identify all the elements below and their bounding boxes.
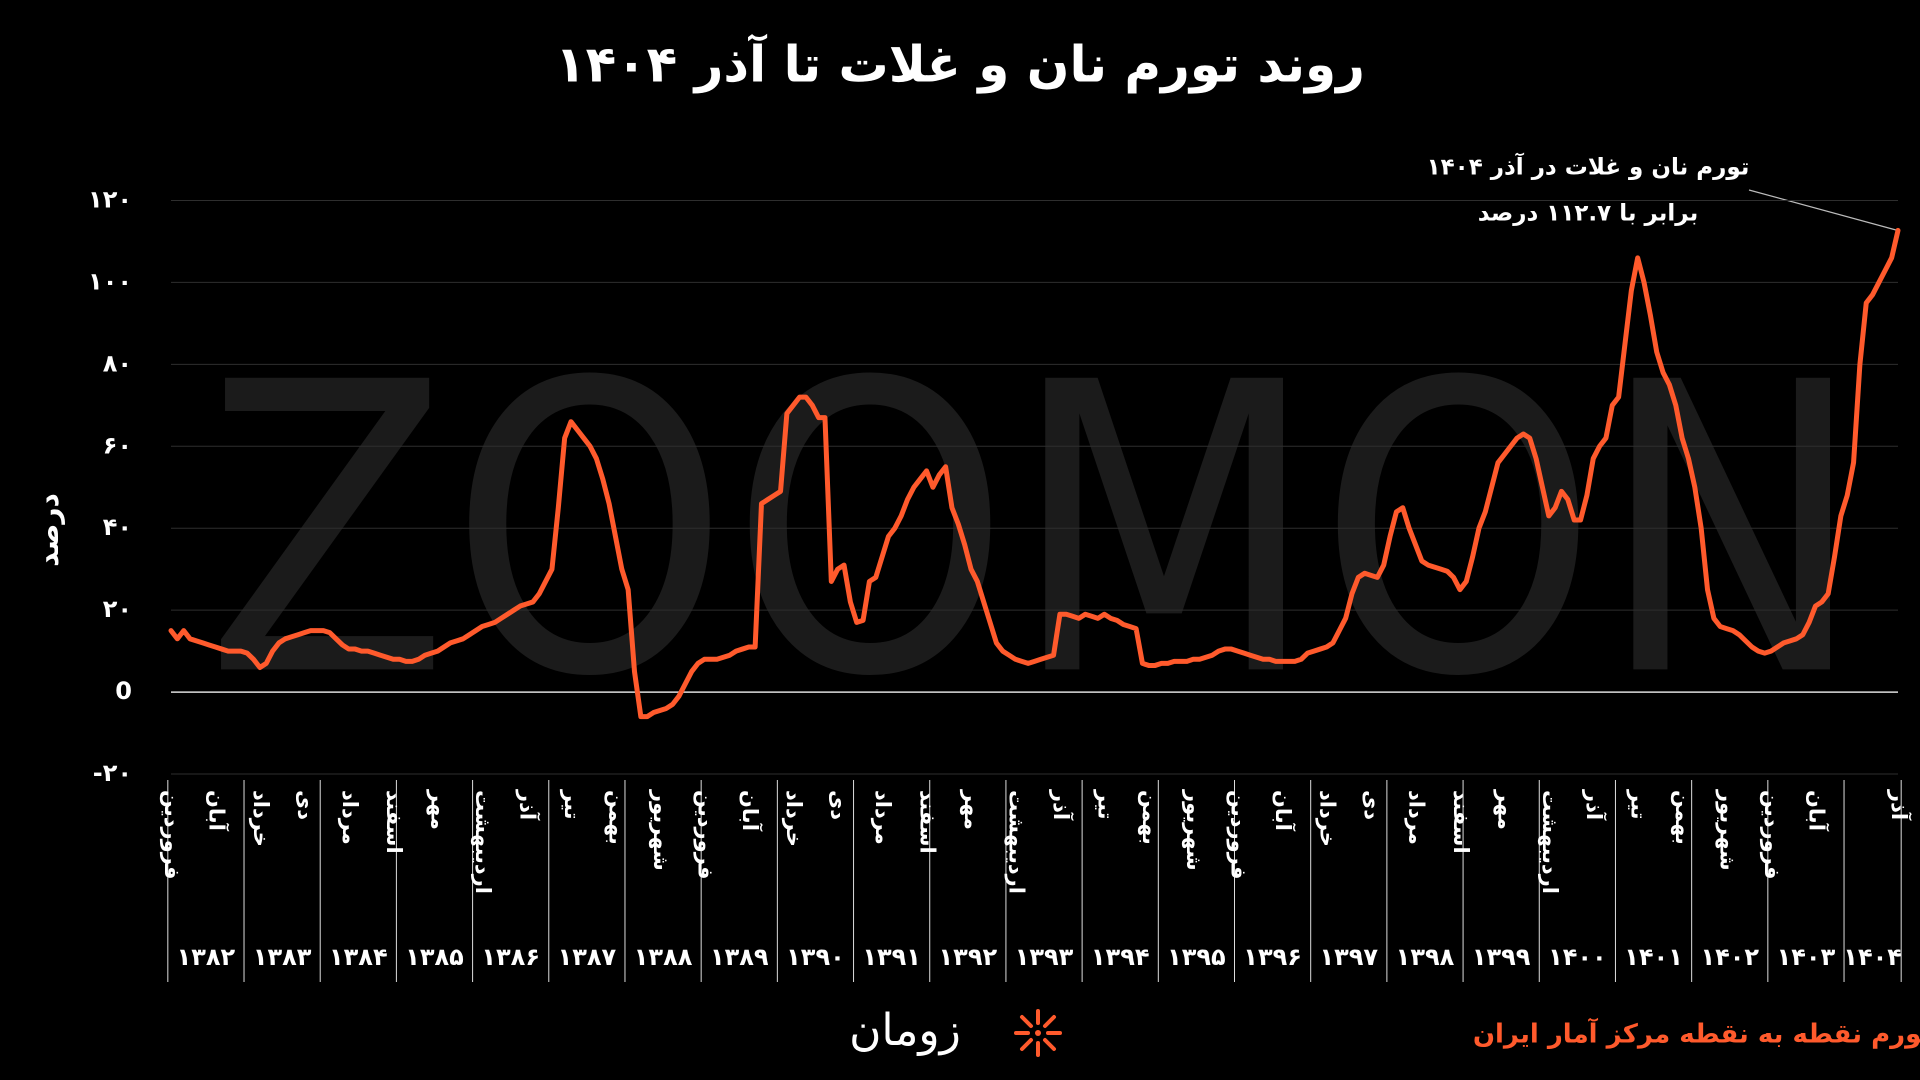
x-tick-label: اسفند — [1449, 790, 1473, 854]
x-tick-label: خرداد — [1316, 790, 1340, 847]
x-tick-label: آذر — [1887, 789, 1912, 821]
x-tick-label: شهریور — [1182, 789, 1206, 871]
year-label: ۱۳۸۶ — [481, 943, 540, 971]
year-label: ۱۳۹۶ — [1243, 943, 1302, 971]
x-tick-label: اسفند — [382, 790, 406, 854]
x-tick-label: مهر — [960, 789, 984, 830]
year-label: ۱۳۸۵ — [405, 943, 464, 971]
x-tick-label: شهریور — [649, 789, 673, 871]
y-tick-label: ۸۰ — [103, 349, 132, 377]
x-tick-label: دی — [1360, 790, 1384, 820]
x-tick-label: اردیبهشت — [471, 790, 495, 894]
brand: زومان — [849, 1005, 961, 1056]
x-tick-label: بهمن — [1138, 790, 1162, 845]
year-label: ۱۳۹۵ — [1167, 943, 1226, 971]
year-label: ۱۳۹۴ — [1091, 943, 1150, 971]
year-label: ۱۳۹۷ — [1319, 943, 1378, 971]
x-tick-label: تیر — [1093, 789, 1117, 820]
x-tick-label: آذر — [1582, 789, 1607, 821]
year-label: ۱۴۰۲ — [1700, 943, 1759, 971]
x-tick-label: آذر — [516, 789, 541, 821]
source: تورم نقطه به نقطه مرکز آمار ایران — [1473, 1018, 1920, 1050]
brand-logo — [1014, 1009, 1062, 1057]
x-tick-label: بهمن — [604, 790, 628, 845]
x-tick-label: آبان — [204, 790, 229, 832]
year-label: ۱۳۸۹ — [710, 943, 769, 971]
year-label: ۱۳۹۱ — [862, 943, 921, 971]
year-label: ۱۳۹۰ — [786, 943, 845, 971]
x-tick-label: اردیبهشت — [1538, 790, 1562, 894]
x-tick-label: بهمن — [1671, 790, 1695, 845]
year-label: ۱۳۹۳ — [1015, 943, 1074, 971]
x-tick-label: مرداد — [338, 790, 362, 845]
x-tick-label: اردیبهشت — [1004, 790, 1028, 894]
y-axis-label: درصد — [32, 493, 65, 567]
year-label: ۱۳۸۴ — [329, 943, 388, 971]
x-tick-label: دی — [293, 790, 317, 820]
x-tick-label: دی — [827, 790, 851, 820]
x-tick-label: مرداد — [871, 790, 895, 845]
x-tick-label: آبان — [738, 790, 763, 832]
x-tick-label: مهر — [427, 789, 451, 830]
x-tick-label: فروردین — [1760, 790, 1784, 880]
year-label: ۱۳۹۸ — [1396, 943, 1455, 971]
y-tick-label: ۶۰ — [103, 431, 132, 459]
year-label: ۱۳۸۲ — [177, 943, 236, 971]
annotation: برابر با ۱۱۲.۷ درصد — [1478, 201, 1699, 227]
x-tick-label: اسفند — [916, 790, 940, 854]
x-tick-label: فروردین — [693, 790, 717, 880]
year-label: ۱۳۸۸ — [634, 943, 693, 971]
y-tick-label: ۲۰ — [103, 595, 132, 623]
y-tick-label: -۲۰ — [93, 759, 132, 787]
x-tick-label: آذر — [1049, 789, 1074, 821]
year-label: ۱۳۸۷ — [558, 943, 617, 971]
y-tick-label: ۱۲۰ — [88, 185, 132, 213]
year-label: ۱۴۰۳ — [1777, 943, 1836, 971]
y-tick-label: 0 — [115, 677, 132, 705]
x-tick-label: خرداد — [782, 790, 806, 847]
year-label: ۱۳۸۳ — [253, 943, 312, 971]
year-label: ۱۴۰۴ — [1843, 943, 1902, 971]
x-tick-label: مرداد — [1404, 790, 1428, 845]
x-tick-label: خرداد — [249, 790, 273, 847]
year-label: ۱۳۹۹ — [1472, 943, 1531, 971]
y-tick-label: ۱۰۰ — [88, 267, 132, 295]
annotation: تورم نان و غلات در آذر ۱۴۰۴ — [1427, 152, 1750, 181]
x-tick-label: آبان — [1804, 790, 1829, 832]
watermark: ZOOMON — [205, 299, 1865, 764]
y-tick-label: ۴۰ — [103, 513, 132, 541]
annotation-pointer — [1748, 189, 1897, 231]
chart-title: روند تورم نان و غلات تا آذر ۱۴۰۴ — [555, 34, 1365, 95]
data-line — [168, 227, 1901, 720]
x-tick-label: فروردین — [160, 790, 184, 880]
x-tick-label: تیر — [1627, 789, 1651, 820]
year-label: ۱۳۹۲ — [939, 943, 998, 971]
year-label: ۱۴۰۱ — [1624, 943, 1683, 971]
x-tick-label: تیر — [560, 789, 584, 820]
x-tick-label: مهر — [1493, 789, 1517, 830]
x-tick-label: آبان — [1271, 790, 1296, 832]
x-tick-label: شهریور — [1716, 789, 1740, 871]
x-tick-label: فروردین — [1227, 790, 1251, 880]
year-label: ۱۴۰۰ — [1548, 943, 1607, 971]
